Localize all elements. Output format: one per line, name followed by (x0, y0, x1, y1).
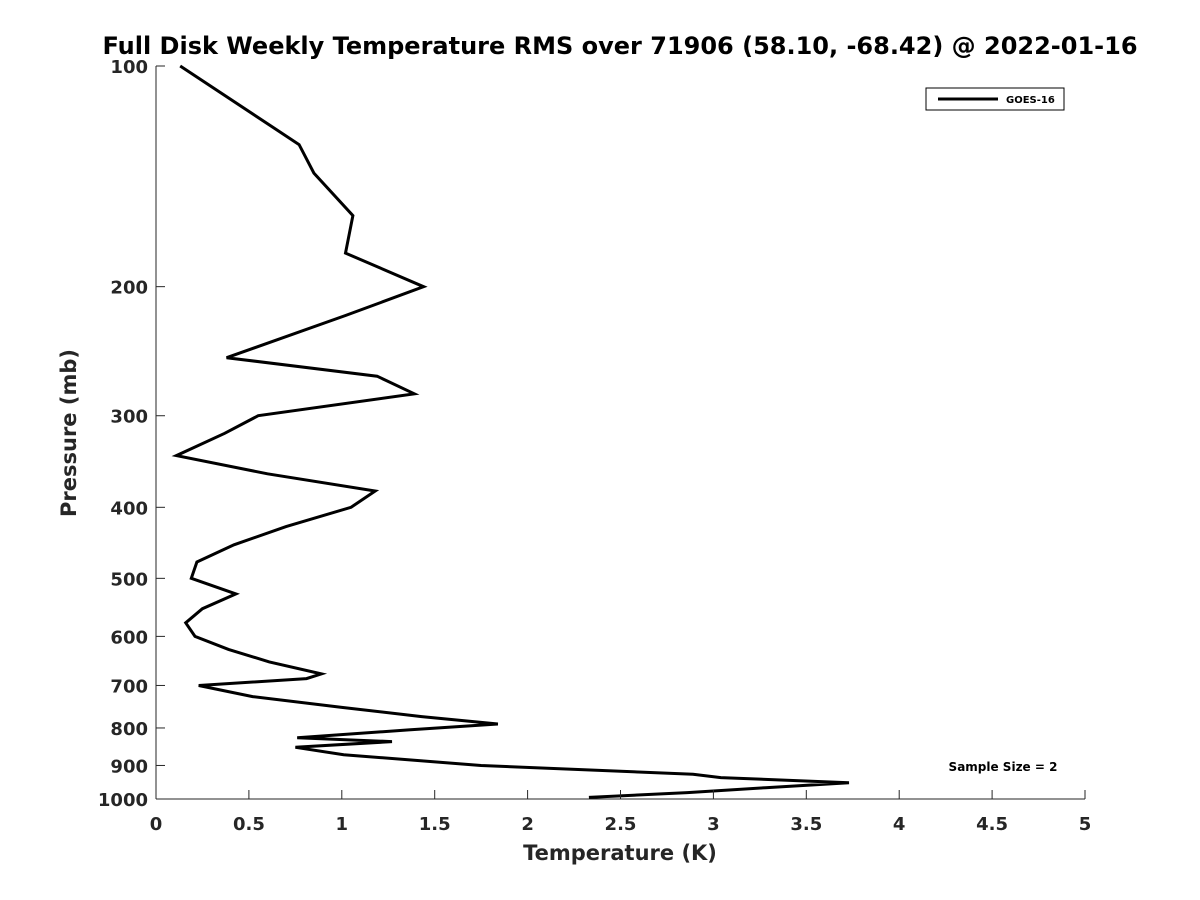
y-tick-label: 700 (110, 676, 148, 697)
y-tick-label: 600 (110, 627, 148, 648)
x-tick-label: 2 (521, 814, 534, 835)
y-tick-label: 1000 (98, 790, 148, 811)
y-tick-label: 100 (110, 57, 148, 78)
y-tick-label: 800 (110, 719, 148, 740)
y-axis-ticks: 100 200 300 400 500 600 700 800 900 1000 (98, 57, 165, 811)
sample-size-annotation: Sample Size = 2 (949, 760, 1058, 774)
y-tick-label: 300 (110, 407, 148, 428)
x-tick-label: 0 (150, 814, 163, 835)
x-axis-label: Temperature (K) (523, 841, 717, 865)
x-tick-label: 1 (336, 814, 349, 835)
x-tick-label: 2.5 (605, 814, 637, 835)
x-axis-ticks: 0 0.5 1 1.5 2 2.5 3 3.5 4 4.5 5 (150, 790, 1092, 835)
y-tick-label: 900 (110, 756, 148, 777)
x-tick-label: 3.5 (790, 814, 822, 835)
x-tick-label: 4.5 (976, 814, 1008, 835)
chart-title: Full Disk Weekly Temperature RMS over 71… (102, 32, 1137, 60)
x-tick-label: 3 (707, 814, 720, 835)
x-tick-label: 5 (1079, 814, 1092, 835)
y-tick-label: 500 (110, 569, 148, 590)
x-tick-label: 0.5 (233, 814, 265, 835)
x-tick-label: 1.5 (419, 814, 451, 835)
series-line-goes-16 (171, 64, 850, 799)
plot-area (155, 64, 1085, 800)
legend-label-goes-16: GOES-16 (1006, 95, 1055, 106)
y-tick-label: 200 (110, 278, 148, 299)
y-axis-label: Pressure (mb) (57, 349, 81, 517)
x-tick-label: 4 (893, 814, 906, 835)
legend: GOES-16 (925, 87, 1065, 111)
y-tick-label: 400 (110, 498, 148, 519)
